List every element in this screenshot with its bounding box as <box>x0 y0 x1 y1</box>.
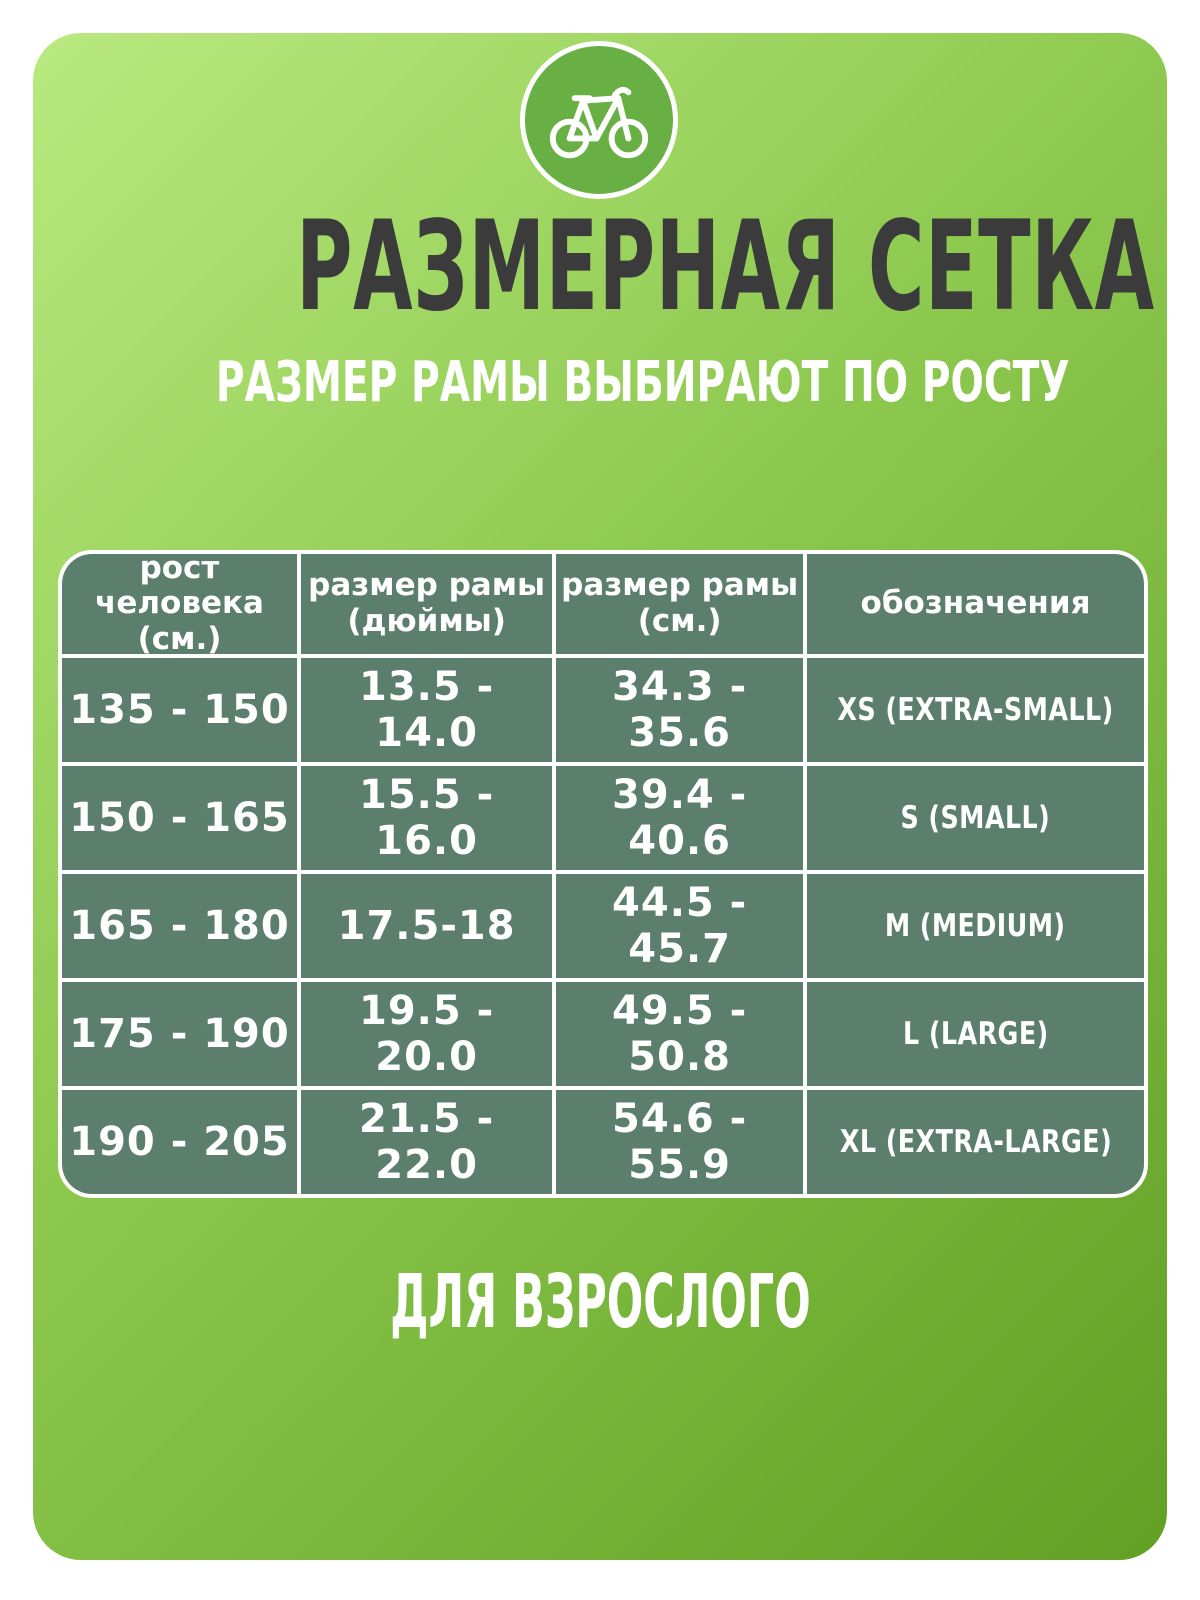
table-cell-frame-cm: 39.4 - 40.6 <box>556 766 804 870</box>
table-cell-designation: XS (EXTRA-SMALL) <box>807 658 1144 762</box>
column-header-label: размер рамы <box>561 567 799 604</box>
table-cell-height: 190 - 205 <box>62 1090 297 1194</box>
designation-text: M (MEDIUM) <box>885 908 1066 944</box>
column-header-label: размер рамы <box>308 567 546 604</box>
table-cell-frame-inches: 17.5-18 <box>300 874 553 978</box>
designation-text: S (SMALL) <box>900 800 1051 836</box>
table-cell-height: 165 - 180 <box>62 874 297 978</box>
page-title: РАЗМЕРНАЯ СЕТКА <box>33 205 1167 329</box>
column-header-unit: (см.) <box>637 603 722 639</box>
table-cell-frame-inches: 19.5 - 20.0 <box>300 982 553 1086</box>
designation-text: XL (EXTRA-LARGE) <box>839 1124 1112 1160</box>
table-cell-height: 150 - 165 <box>62 766 297 870</box>
table-cell-frame-inches: 13.5 - 14.0 <box>300 658 553 762</box>
designation-text: XS (EXTRA-SMALL) <box>837 692 1114 728</box>
table-cell-frame-cm: 44.5 - 45.7 <box>556 874 804 978</box>
table-cell-frame-inches: 21.5 - 22.0 <box>300 1090 553 1194</box>
table-cell-designation: XL (EXTRA-LARGE) <box>807 1090 1144 1194</box>
table-cell-frame-inches: 15.5 - 16.0 <box>300 766 553 870</box>
bicycle-icon-graphic <box>549 86 649 159</box>
table-cell-designation: S (SMALL) <box>807 766 1144 870</box>
size-table: рост человека (см.) размер рамы (дюймы) … <box>58 550 1148 1198</box>
column-header-height: рост человека (см.) <box>62 550 297 656</box>
audience-label-text: ДЛЯ ВЗРОСЛОГО <box>389 1259 811 1345</box>
column-header-unit: (см.) <box>137 620 222 657</box>
table-cell-height: 175 - 190 <box>62 982 297 1086</box>
column-header-unit: (дюймы) <box>347 603 506 639</box>
column-header-designation: обозначения <box>807 554 1144 654</box>
column-header-frame-cm: размер рамы (см.) <box>556 554 804 654</box>
bicycle-icon <box>520 41 678 199</box>
page-title-text: РАЗМЕРНАЯ СЕТКА <box>296 195 1155 339</box>
column-header-frame-inches: размер рамы (дюймы) <box>300 554 553 654</box>
table-cell-designation: L (LARGE) <box>807 982 1144 1086</box>
column-header-label: обозначения <box>860 585 1091 622</box>
column-header-label: рост человека <box>95 550 264 622</box>
table-cell-frame-cm: 34.3 - 35.6 <box>556 658 804 762</box>
table-cell-height: 135 - 150 <box>62 658 297 762</box>
table-cell-frame-cm: 54.6 - 55.9 <box>556 1090 804 1194</box>
page-subtitle-text: РАЗМЕР РАМЫ ВЫБИРАЮТ ПО РОСТУ <box>215 350 1070 415</box>
size-chart-card: РАЗМЕРНАЯ СЕТКА РАЗМЕР РАМЫ ВЫБИРАЮТ ПО … <box>33 33 1167 1560</box>
table-cell-designation: M (MEDIUM) <box>807 874 1144 978</box>
table-cell-frame-cm: 49.5 - 50.8 <box>556 982 804 1086</box>
audience-label: ДЛЯ ВЗРОСЛОГО <box>33 1265 1167 1339</box>
designation-text: L (LARGE) <box>902 1016 1049 1052</box>
page-subtitle: РАЗМЕР РАМЫ ВЫБИРАЮТ ПО РОСТУ <box>33 355 1167 411</box>
